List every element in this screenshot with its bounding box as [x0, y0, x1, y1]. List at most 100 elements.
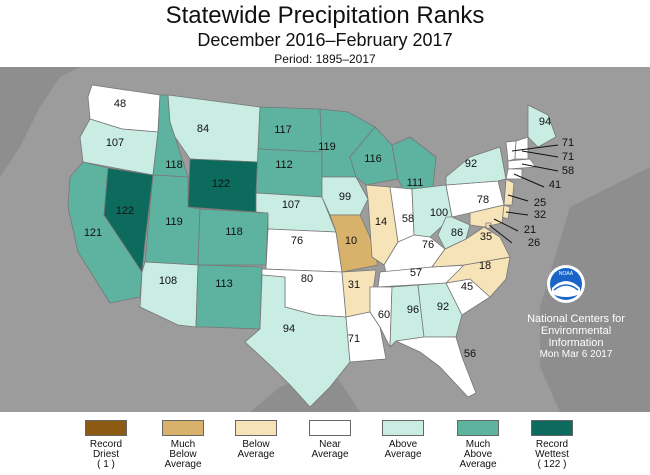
- rank-label-wy: 122: [212, 178, 230, 190]
- map-period: Period: 1895–2017: [274, 52, 376, 66]
- rank-label-ms: 60: [378, 309, 390, 321]
- rank-label-ma: 58: [562, 165, 574, 177]
- state-new-jersey[interactable]: [503, 178, 515, 206]
- legend-label: ( 122 ): [537, 459, 567, 470]
- rank-label-sd: 112: [275, 159, 293, 171]
- rank-label-ny: 92: [465, 158, 477, 170]
- state-texas[interactable]: [244, 274, 351, 408]
- rank-label-vt: 71: [562, 137, 574, 149]
- rank-label-mt: 84: [197, 123, 209, 135]
- pacific-ocean: [0, 67, 80, 177]
- legend-label: Above: [463, 449, 493, 460]
- legend-label: Below: [242, 439, 270, 450]
- atlantic-ocean: [540, 167, 650, 412]
- rank-label-wi: 116: [364, 153, 382, 165]
- state-ohio[interactable]: [411, 184, 453, 238]
- ncei-date: Mon Mar 6 2017: [539, 349, 613, 360]
- legend-record-wettest: Record Wettest ( 122 ): [514, 416, 590, 470]
- state-south-dakota[interactable]: [255, 148, 323, 198]
- legend-swatch: [531, 420, 573, 436]
- legend-label: Record: [89, 439, 123, 450]
- rank-label-md: 21: [524, 224, 536, 236]
- rank-label-id: 118: [165, 159, 183, 171]
- rank-label-de: 32: [534, 209, 546, 221]
- svg-text:NOAA: NOAA: [559, 271, 574, 277]
- legend-above: Above Average: [365, 416, 441, 460]
- legend-label: Driest: [92, 449, 120, 460]
- rank-label-co: 118: [225, 226, 243, 238]
- rank-label-wv: 86: [451, 227, 463, 239]
- ncei-attribution: National Centers for Environmental Infor…: [506, 313, 646, 361]
- rank-label-pa: 78: [477, 194, 489, 206]
- state-missouri[interactable]: [329, 214, 379, 273]
- state-florida[interactable]: [395, 336, 477, 398]
- rank-label-ca: 121: [84, 227, 102, 239]
- rank-label-ga: 92: [437, 301, 449, 313]
- rank-label-il: 14: [375, 216, 387, 228]
- rank-label-nd: 117: [274, 124, 292, 136]
- legend-record-driest: Record Driest ( 1 ): [68, 416, 144, 470]
- rank-label-nj: 25: [534, 197, 546, 209]
- legend-label: Average: [459, 459, 497, 470]
- legend-label: Near: [319, 439, 341, 450]
- state-north-carolina[interactable]: [445, 256, 511, 298]
- legend-label: Average: [164, 459, 202, 470]
- legend-label: Below: [169, 449, 197, 460]
- rank-label-ks: 76: [291, 235, 303, 247]
- rank-label-tn: 57: [410, 267, 422, 279]
- rank-label-or: 107: [106, 137, 124, 149]
- rank-label-fl: 56: [464, 348, 476, 360]
- state-mississippi[interactable]: [369, 286, 393, 348]
- rank-label-ct: 41: [549, 179, 561, 191]
- rank-label-mn: 119: [318, 141, 336, 153]
- rank-label-al: 96: [407, 304, 419, 316]
- noaa-logo: NOAA: [547, 265, 585, 303]
- legend-label: Average: [311, 449, 349, 460]
- rank-label-in: 58: [402, 213, 414, 225]
- state-virginia[interactable]: [431, 226, 511, 268]
- legend-label: Much: [465, 439, 491, 450]
- legend-swatch: [162, 420, 204, 436]
- legend-much-above: Much Above Average: [440, 416, 516, 470]
- rank-label-va: 35: [480, 231, 492, 243]
- legend-label: Average: [384, 449, 422, 460]
- rank-label-dc: 26: [528, 237, 540, 249]
- legend-label: Average: [237, 449, 275, 460]
- state-louisiana[interactable]: [345, 311, 387, 363]
- rank-label-ar: 31: [348, 279, 360, 291]
- legend-swatch: [235, 420, 277, 436]
- legend-swatch: [309, 420, 351, 436]
- rank-label-oh: 100: [430, 207, 448, 219]
- rank-label-nh: 71: [562, 151, 574, 163]
- state-new-mexico[interactable]: [195, 264, 263, 330]
- ncei-line3: Information: [548, 337, 604, 349]
- state-maryland[interactable]: [469, 204, 505, 228]
- rank-label-me: 94: [539, 116, 551, 128]
- state-georgia[interactable]: [417, 282, 463, 338]
- map-subtitle: December 2016–February 2017: [197, 30, 453, 50]
- legend: Record Driest ( 1 ) Much Below Average B…: [0, 416, 650, 475]
- rank-label-az: 108: [159, 275, 177, 287]
- leader-lines: [488, 144, 559, 244]
- state-district-of-columbia[interactable]: [485, 222, 492, 229]
- rank-label-ne: 107: [282, 199, 300, 211]
- rank-label-sc: 45: [461, 281, 473, 293]
- rank-label-tx: 94: [283, 323, 295, 335]
- rank-label-la: 71: [348, 333, 360, 345]
- state-new-hampshire[interactable]: [514, 136, 529, 160]
- state-kansas[interactable]: [265, 228, 343, 273]
- rank-label-nm: 113: [215, 278, 233, 290]
- state-nevada[interactable]: [103, 167, 154, 273]
- rank-label-mo: 10: [345, 235, 357, 247]
- rank-label-nc: 18: [479, 260, 491, 272]
- legend-swatch: [382, 420, 424, 436]
- legend-label: Record: [535, 439, 569, 450]
- legend-near: Near Average: [292, 416, 368, 460]
- rank-label-nv: 122: [116, 205, 134, 217]
- legend-label: Above: [388, 439, 418, 450]
- legend-much-below: Much Below Average: [145, 416, 221, 470]
- precipitation-map: 4810712112211884122119108118113117112107…: [0, 67, 650, 412]
- rank-label-mi: 111: [407, 177, 424, 189]
- rank-label-ia: 99: [339, 191, 351, 203]
- state-maine[interactable]: [527, 104, 557, 148]
